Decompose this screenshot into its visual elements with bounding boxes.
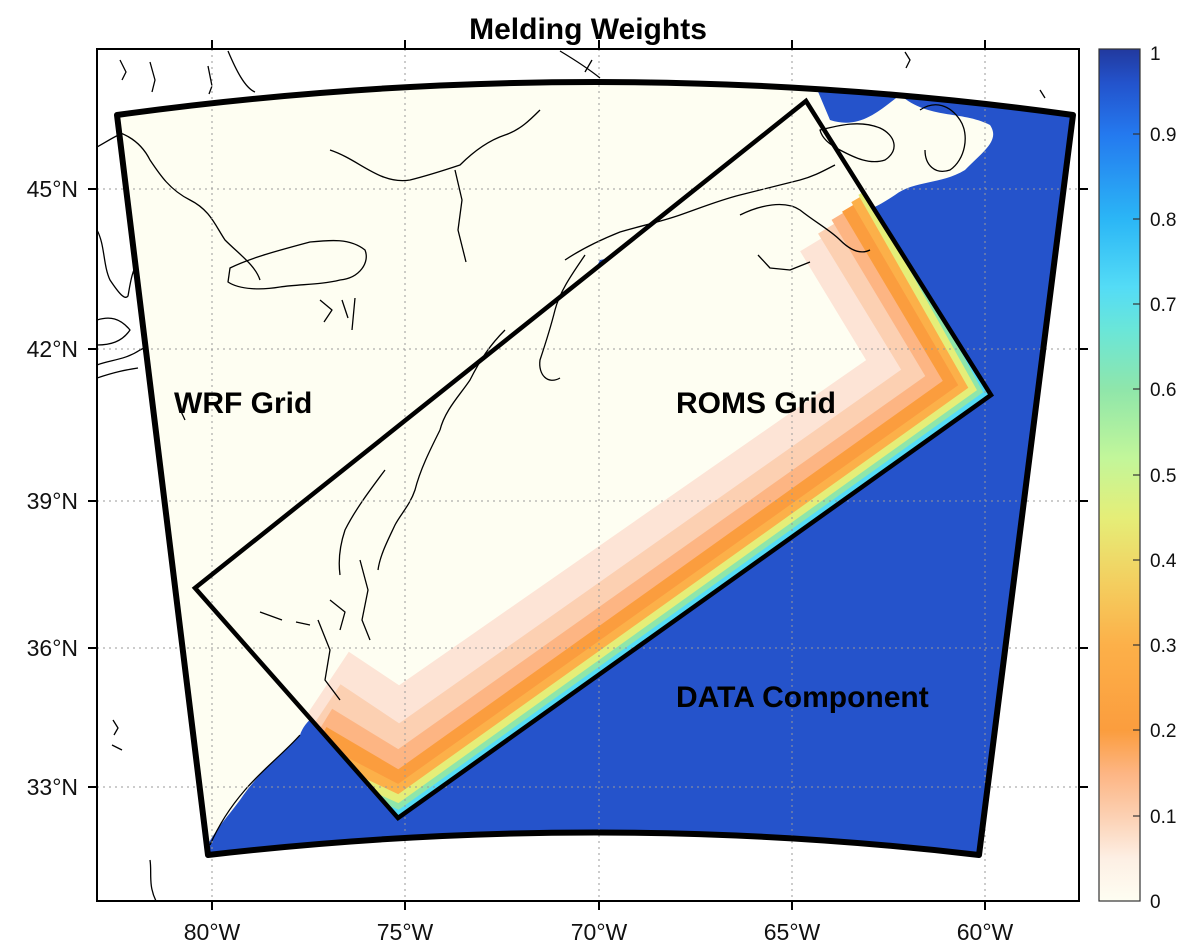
coastlines [117,104,966,846]
outer-coastlines [97,50,1046,901]
colorbar-tick-label: 0.7 [1150,295,1176,316]
x-tick-label: 65°W [764,919,821,945]
y-tick-label: 42°N [27,336,78,362]
colorbar-tick-label: 0.9 [1150,125,1176,146]
colorbar-tick-label: 0.3 [1150,636,1176,657]
label-data-component: DATA Component [676,681,929,714]
y-tick-label: 39°N [27,488,78,514]
y-tick-label: 36°N [27,635,78,661]
colorbar-tick-label: 1 [1150,44,1161,65]
colorbar-tick-label: 0.6 [1150,380,1176,401]
chart-title: Melding Weights [469,13,707,46]
y-axis [88,188,1088,788]
label-roms-grid: ROMS Grid [676,387,836,420]
graticule [97,49,1079,901]
x-tick-label: 60°W [957,919,1014,945]
colorbar-tick-label: 0.2 [1150,721,1176,742]
wrf-grid-outline [114,79,1076,858]
colorbar-tick-label: 0.8 [1150,210,1176,231]
wrf-domain-field [117,82,1073,855]
colorbar-tick-label: 0.1 [1150,807,1176,828]
map-area: WRF Grid ROMS Grid DATA Component [97,49,1079,901]
x-axis [211,40,986,910]
colorbar-tick-label: 0.5 [1150,466,1176,487]
x-tick-label: 70°W [571,919,628,945]
map-axes-frame [96,48,1080,902]
y-tick-label: 33°N [27,774,78,800]
colorbar: 1 0.9 0.8 0.7 0.6 0.5 0.4 0.3 0.2 0.1 0 [1098,44,1177,913]
x-tick-label: 80°W [184,919,241,945]
roms-grid-outline [191,97,995,822]
colorbar-tick-label: 0 [1150,892,1161,913]
x-tick-label: 75°W [377,919,434,945]
colorbar-tick-label: 0.4 [1150,551,1177,572]
y-tick-label: 45°N [27,176,78,202]
label-wrf-grid: WRF Grid [174,387,312,420]
